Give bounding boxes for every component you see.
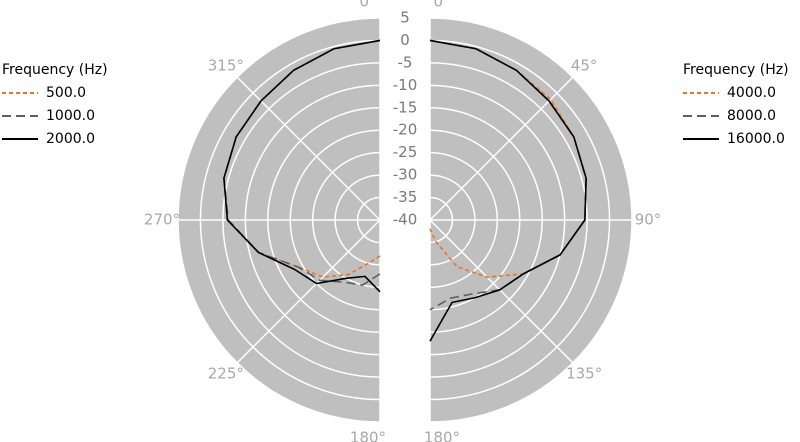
r-tick-label: -30 [393,166,418,184]
angle-label: 90° [635,211,662,229]
r-tick-label: -10 [393,76,418,94]
legend-label: 8000.0 [727,108,776,124]
pattern-line [429,39,587,342]
angle-label: 135° [566,365,602,383]
r-tick-label: -20 [393,121,418,139]
polar-half [177,17,380,423]
angle-label: 0° [433,0,450,11]
spoke [430,219,574,364]
r-tick-label: 5 [400,9,410,27]
angle-label: 45° [571,56,598,74]
legend-label: 500.0 [46,85,86,101]
angle-label: 0° [359,0,376,11]
legend-label: 1000.0 [46,108,95,124]
angle-label: 225° [208,365,244,383]
r-tick-label: -35 [393,188,418,206]
legend-label: 4000.0 [727,85,776,101]
pattern-line [223,39,381,293]
r-tick-label: -15 [393,98,418,116]
legend-label: 2000.0 [46,131,95,147]
angle-label: 270° [144,211,180,229]
r-tick-label: -25 [393,143,418,161]
angle-label: 315° [208,56,244,74]
legend-title: Frequency (Hz) [2,62,108,78]
r-tick-label: -40 [393,211,418,229]
legend-label: 16000.0 [727,131,785,147]
r-tick-label: 0 [400,31,410,49]
angle-label: 180° [424,429,460,442]
legend-title: Frequency (Hz) [683,62,789,78]
angle-label: 180° [350,429,386,442]
polar-half [430,17,633,423]
r-tick-label: -5 [398,53,413,71]
spoke [236,219,380,364]
